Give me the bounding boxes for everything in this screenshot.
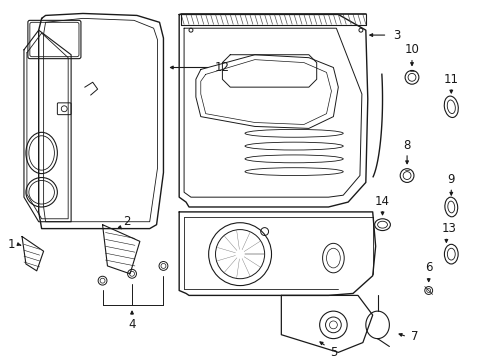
Text: 7: 7: [410, 330, 418, 343]
Text: 4: 4: [128, 318, 136, 331]
Text: 2: 2: [123, 215, 131, 228]
Text: 1: 1: [7, 238, 15, 251]
Text: 6: 6: [424, 261, 431, 274]
Text: 12: 12: [214, 61, 229, 74]
Text: 10: 10: [404, 43, 419, 56]
Text: 11: 11: [443, 73, 458, 86]
Text: 14: 14: [374, 195, 389, 208]
Text: 5: 5: [329, 346, 336, 359]
Text: 3: 3: [393, 28, 400, 41]
Text: 13: 13: [441, 222, 456, 235]
Text: 9: 9: [447, 173, 454, 186]
Text: 8: 8: [403, 139, 410, 152]
